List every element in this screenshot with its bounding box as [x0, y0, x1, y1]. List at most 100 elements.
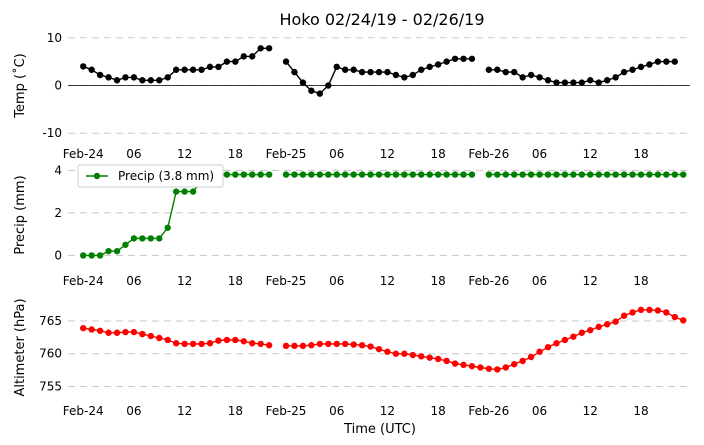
- data-point: [223, 171, 231, 178]
- data-point: [139, 330, 146, 338]
- data-point: [164, 224, 171, 231]
- x-tick-label: 18: [431, 147, 446, 161]
- y-tick-label: -10: [42, 126, 62, 140]
- data-point: [341, 66, 349, 73]
- data-point: [139, 235, 146, 242]
- data-point: [105, 329, 112, 336]
- data-point: [130, 328, 138, 336]
- data-point: [527, 353, 535, 361]
- data-point: [316, 171, 324, 178]
- data-point: [232, 336, 239, 344]
- data-point: [350, 171, 357, 178]
- data-point: [189, 340, 197, 348]
- data-point: [578, 79, 586, 86]
- data-point: [587, 326, 594, 334]
- data-point: [316, 340, 324, 348]
- x-tick-label: 12: [380, 147, 395, 161]
- data-point: [139, 77, 146, 84]
- data-point: [460, 171, 467, 178]
- data-point: [544, 77, 552, 84]
- x-tick-label: Feb-26: [468, 147, 509, 161]
- data-point: [282, 58, 290, 65]
- x-tick-label: 06: [126, 404, 141, 418]
- data-point: [570, 171, 577, 178]
- y-axis-label: Precip (mm): [13, 175, 28, 254]
- x-tick-label: 06: [126, 147, 141, 161]
- x-tick-label: 18: [431, 404, 446, 418]
- x-tick-label: 12: [583, 404, 598, 418]
- data-point: [587, 77, 594, 84]
- data-point: [223, 58, 231, 65]
- data-point: [637, 63, 645, 71]
- data-point: [544, 343, 552, 351]
- data-point: [409, 351, 417, 359]
- data-point: [468, 362, 476, 370]
- data-point: [308, 342, 315, 349]
- x-tick-label: 12: [177, 274, 192, 288]
- y-tick-label: 2: [54, 206, 62, 220]
- x-tick-label: 06: [532, 147, 547, 161]
- data-point: [96, 327, 104, 334]
- data-point: [299, 342, 307, 350]
- x-tick-label: 12: [177, 404, 192, 418]
- data-point: [181, 188, 188, 195]
- data-point: [181, 340, 188, 348]
- data-point: [392, 171, 400, 178]
- data-point: [570, 333, 577, 340]
- data-point: [578, 329, 586, 336]
- data-point: [333, 171, 340, 178]
- data-point: [375, 68, 383, 76]
- x-tick-label: 18: [633, 274, 648, 288]
- data-point: [595, 79, 602, 86]
- data-point: [502, 68, 509, 76]
- data-point: [494, 171, 501, 178]
- x-tick-label: Feb-24: [63, 147, 104, 161]
- data-point: [544, 171, 552, 178]
- data-point: [553, 171, 560, 178]
- data-point: [595, 323, 602, 331]
- data-point: [671, 58, 678, 65]
- data-point: [80, 324, 87, 332]
- y-axis-label: Altimeter (hPa): [13, 298, 28, 396]
- data-point: [156, 77, 163, 84]
- data-point: [646, 171, 653, 178]
- data-point: [637, 171, 645, 178]
- data-point: [587, 171, 594, 178]
- data-point: [468, 55, 476, 62]
- data-point: [375, 345, 383, 353]
- data-point: [561, 336, 569, 344]
- data-point: [358, 342, 366, 349]
- data-point: [553, 79, 560, 86]
- data-point: [418, 171, 425, 178]
- data-point: [291, 171, 298, 178]
- data-point: [198, 66, 205, 73]
- data-point: [240, 53, 247, 60]
- data-point: [206, 63, 214, 71]
- data-point: [147, 235, 155, 242]
- data-point: [646, 61, 653, 68]
- data-point: [291, 342, 298, 350]
- data-point: [80, 63, 87, 70]
- data-point: [527, 171, 535, 178]
- data-point: [680, 171, 687, 178]
- data-point: [637, 306, 645, 314]
- data-point: [485, 171, 493, 178]
- y-tick-label: 10: [47, 31, 62, 45]
- data-point: [130, 235, 138, 242]
- data-point: [426, 63, 433, 71]
- data-point: [164, 74, 171, 81]
- data-point: [367, 68, 374, 76]
- data-point: [367, 343, 374, 350]
- data-point: [570, 79, 577, 86]
- x-tick-label: 18: [633, 404, 648, 418]
- data-point: [620, 312, 628, 319]
- data-point: [333, 63, 340, 71]
- data-point: [156, 334, 163, 342]
- x-tick-label: 18: [228, 147, 243, 161]
- data-point: [223, 336, 231, 344]
- data-point: [578, 171, 586, 178]
- panels: -10 0 10 Temp (˚C) Feb-24 06 12 18 Feb-25 06 12 18 F…: [12, 31, 690, 418]
- data-point: [536, 171, 543, 178]
- legend-marker: [93, 172, 101, 180]
